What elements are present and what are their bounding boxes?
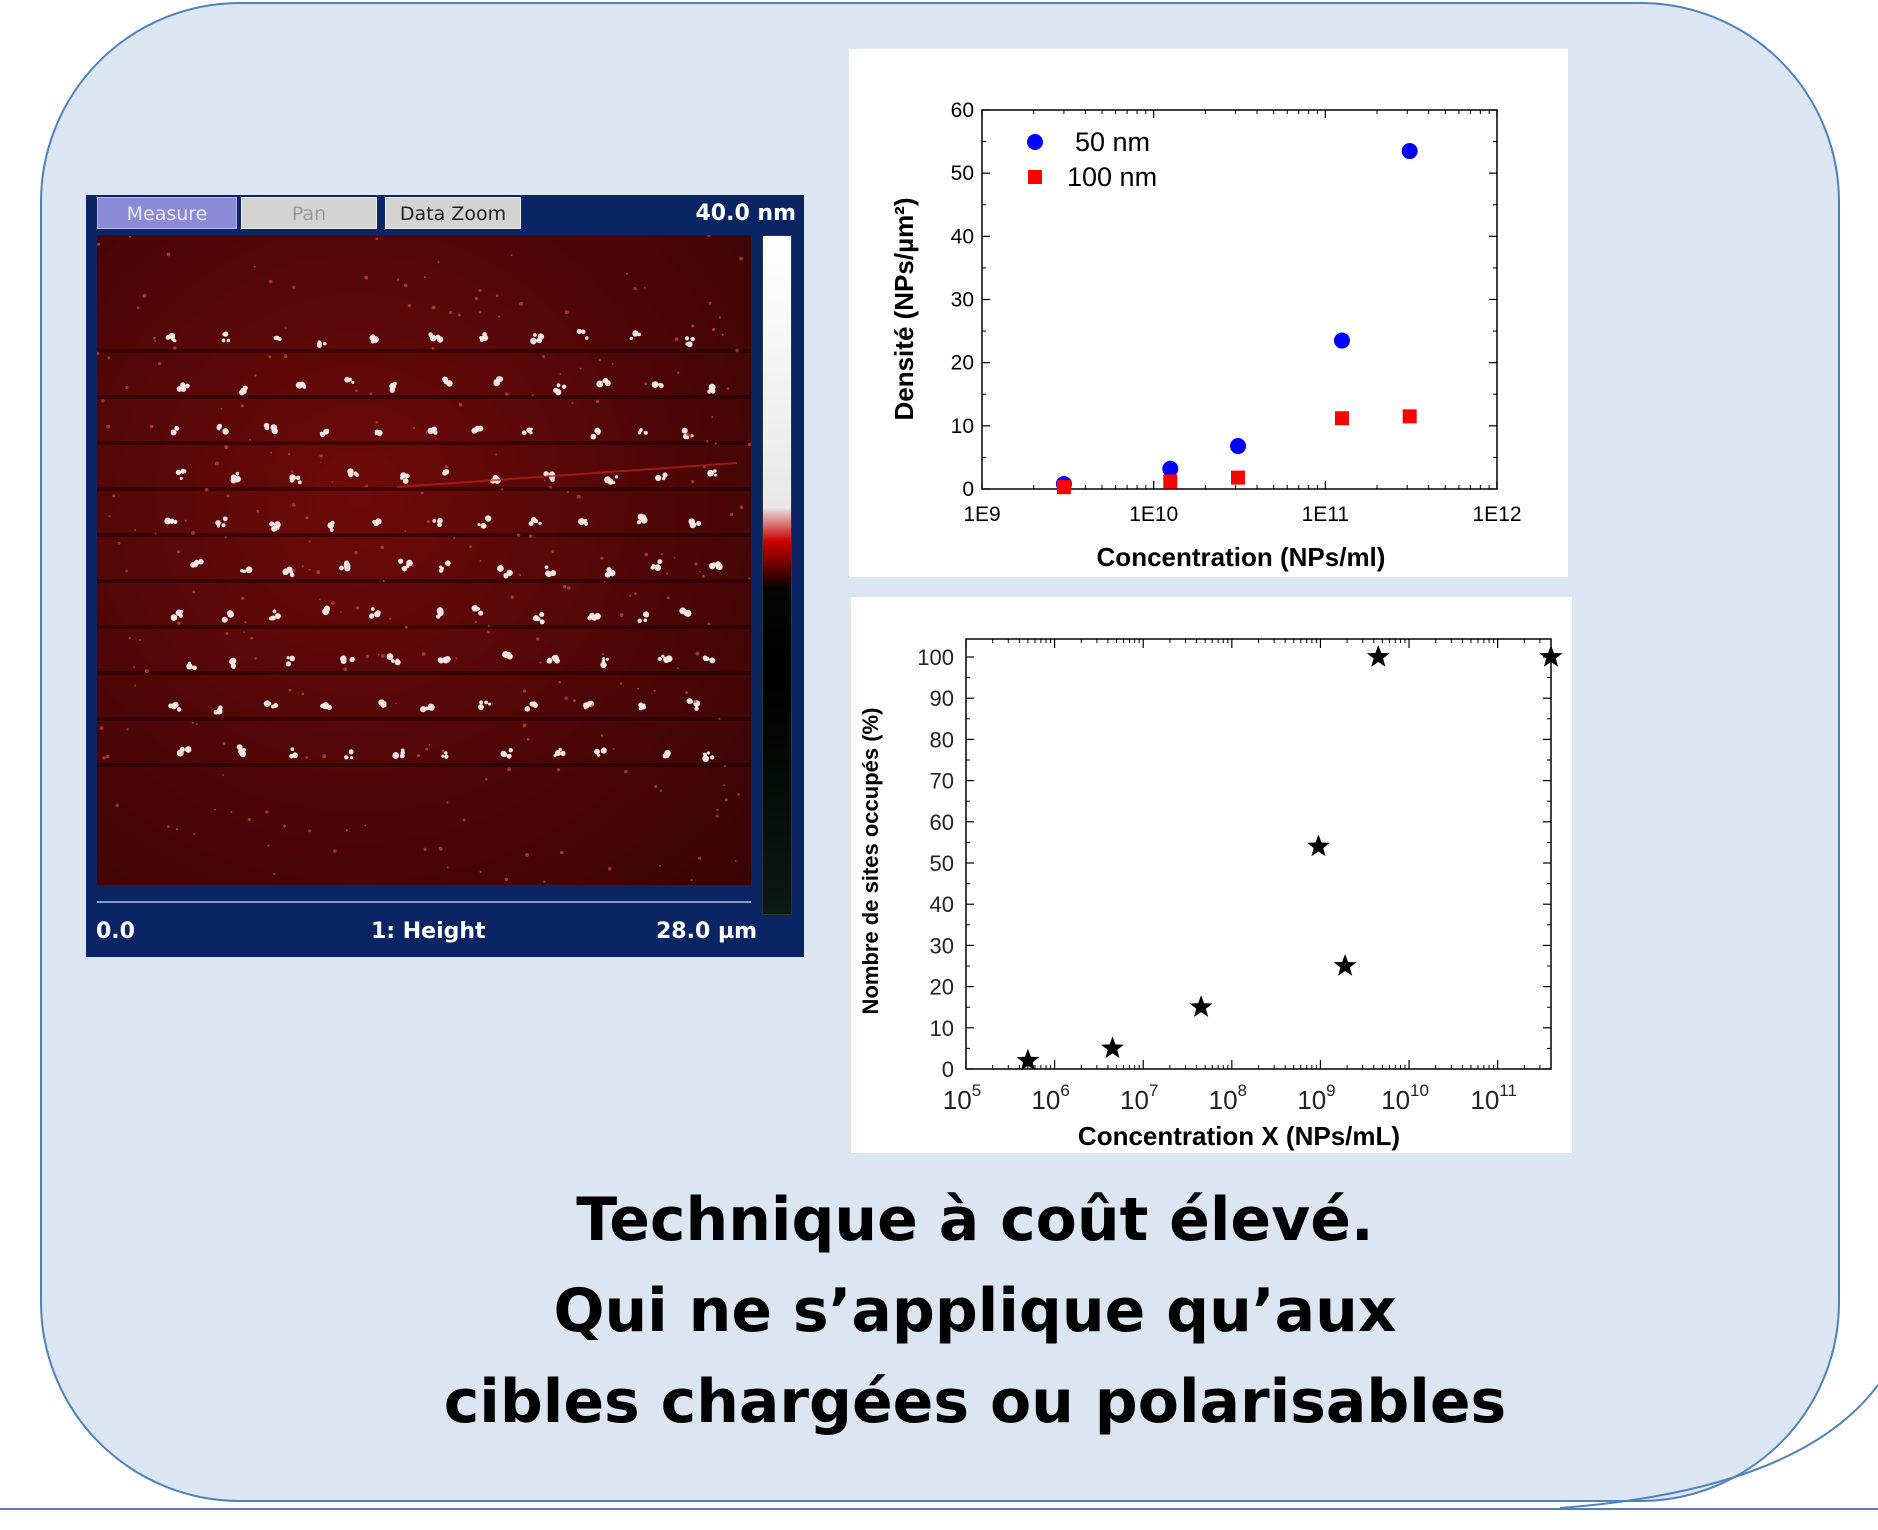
data-point-star [1101, 1036, 1124, 1059]
afm-status-bar: 0.0 1: Height 28.0 µm [86, 907, 804, 957]
legend-marker-100nm [1028, 170, 1042, 184]
caption-line-2: Qui ne s’applique qu’aux [553, 1276, 1397, 1346]
y-tick-label: 60 [951, 99, 974, 122]
y-tick-label: 10 [951, 415, 974, 438]
caption: Technique à coût élevé. Qui ne s’appliqu… [400, 1175, 1550, 1448]
x-tick-labels: 105 106 107 108 109 1010 1011 [943, 1081, 1517, 1115]
data-points [1055, 143, 1418, 495]
data-zoom-button[interactable]: Data Zoom [385, 197, 521, 229]
afm-dot-array [97, 235, 751, 883]
y-tick-label: 30 [951, 289, 974, 312]
y-tick-label: 0 [962, 478, 974, 501]
channel-label: 1: Height [371, 919, 486, 944]
pan-button[interactable]: Pan [241, 197, 377, 229]
x-tick-label: 107 [1120, 1081, 1158, 1115]
x-tick-label: 106 [1031, 1081, 1069, 1115]
data-point-100nm [1231, 470, 1246, 485]
afm-image-window: Measure Pan Data Zoom 40.0 nm 0.0 1: Hei… [86, 195, 804, 957]
y-tick-label: 40 [951, 225, 974, 248]
y-tick-label: 50 [951, 162, 974, 185]
y-tick-labels: 0 10 20 30 40 50 60 [951, 99, 974, 501]
occupancy-chart: 0 10 20 30 40 50 60 70 80 90 100 105 106 107 108 109 10… [851, 597, 1572, 1153]
plot-frame [965, 638, 1552, 1070]
legend-marker-50nm [1027, 134, 1043, 150]
legend-label-50nm: 50 nm [1075, 127, 1150, 157]
density-chart: 0 10 20 30 40 50 60 1E9 1E10 1E11 1E12 50 nm 100 n… [849, 49, 1568, 577]
x-tick-label: 109 [1297, 1081, 1335, 1115]
x-tick-label: 1011 [1470, 1081, 1517, 1115]
data-point-star [1307, 834, 1330, 857]
data-point-50nm [1333, 332, 1350, 349]
data-point-star [1366, 645, 1390, 667]
height-colorbar [762, 235, 792, 915]
y-axis-label: Nombre de sites occupés (%) [858, 708, 883, 1015]
caption-line-1: Technique à coût élevé. [576, 1185, 1374, 1255]
y-tick-label: 50 [930, 851, 954, 876]
x-tick-label: 108 [1209, 1081, 1247, 1115]
data-point-50nm [1230, 438, 1247, 455]
x-tick-label: 1E9 [963, 503, 1000, 526]
plot-frame [981, 109, 1498, 490]
afm-divider [97, 901, 751, 903]
x-tick-label: 1E11 [1302, 503, 1350, 526]
y-tick-label: 20 [930, 975, 954, 1000]
y-tick-label: 90 [930, 686, 954, 711]
data-point-star [1333, 954, 1357, 976]
data-point-100nm [1163, 474, 1178, 489]
data-point-star [1539, 645, 1563, 667]
data-point-100nm [1402, 409, 1417, 424]
data-point-100nm [1334, 411, 1349, 426]
x-tick-labels: 1E9 1E10 1E11 1E12 [963, 503, 1521, 526]
y-tick-label: 30 [930, 933, 954, 958]
height-scale-max: 40.0 nm [695, 201, 796, 226]
data-point-50nm [1401, 143, 1418, 160]
x-axis-label: Concentration (NPs/ml) [1097, 542, 1386, 572]
y-tick-label: 70 [930, 769, 954, 794]
legend: 50 nm 100 nm [1027, 127, 1157, 192]
y-tick-label: 10 [930, 1016, 954, 1041]
x-tick-label: 1E12 [1472, 503, 1521, 526]
scan-size-label: 28.0 µm [656, 919, 758, 944]
data-point-star [1189, 995, 1213, 1017]
tick-marks [965, 639, 1552, 1070]
legend-label-100nm: 100 nm [1067, 162, 1157, 192]
data-points [1016, 645, 1563, 1071]
y-tick-label: 60 [930, 810, 954, 835]
data-point-50nm [1162, 460, 1179, 477]
y-tick-label: 100 [917, 645, 954, 670]
tick-marks [981, 109, 1498, 490]
x-axis-label: Concentration X (NPs/mL) [1078, 1121, 1400, 1151]
x-tick-label: 1E10 [1129, 503, 1178, 526]
afm-height-image [97, 235, 751, 885]
scan-start-label: 0.0 [96, 919, 135, 944]
data-point-star [1016, 1048, 1040, 1071]
y-axis-label: Densité (NPs/µm²) [889, 197, 919, 420]
y-tick-label: 0 [942, 1057, 954, 1082]
data-point-100nm [1056, 480, 1071, 495]
x-tick-label: 105 [943, 1081, 981, 1115]
x-tick-label: 1010 [1381, 1081, 1429, 1115]
y-tick-label: 20 [951, 352, 974, 375]
y-tick-labels: 0 10 20 30 40 50 60 70 80 90 100 [917, 645, 954, 1082]
measure-button[interactable]: Measure [97, 197, 237, 229]
y-tick-label: 40 [930, 892, 954, 917]
y-tick-label: 80 [930, 727, 954, 752]
caption-line-3: cibles chargées ou polarisables [443, 1367, 1507, 1437]
footer-line [0, 1508, 1878, 1510]
